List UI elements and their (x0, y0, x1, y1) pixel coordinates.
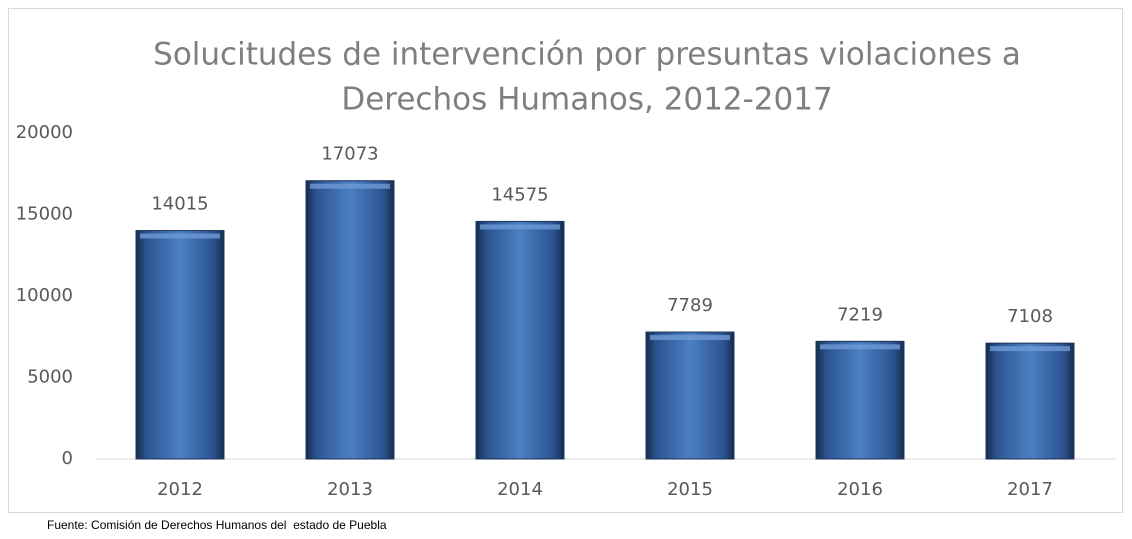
data-label: 7108 (1007, 306, 1053, 327)
y-tick-label: 15000 (16, 204, 73, 225)
x-tick-label: 2013 (327, 479, 373, 500)
bar (305, 180, 395, 460)
bar-bevel (310, 183, 390, 189)
chart-title: Solucitudes de intervención por presunta… (153, 37, 1021, 73)
chart-border (8, 8, 1123, 513)
data-label: 14575 (491, 184, 548, 205)
data-label: 17073 (321, 144, 378, 165)
y-tick-label: 20000 (16, 122, 73, 143)
x-tick-label: 2015 (667, 479, 713, 500)
bar (475, 220, 565, 460)
y-tick-label: 5000 (27, 367, 73, 388)
bar-bevel (480, 224, 560, 230)
chart-title: Derechos Humanos, 2012-2017 (341, 82, 832, 118)
x-tick-label: 2014 (497, 479, 543, 500)
x-tick-label: 2017 (1007, 479, 1053, 500)
footnote: Fuente: Comisión de Derechos Humanos del… (47, 518, 387, 532)
data-label: 14015 (151, 194, 208, 215)
bar-bevel (650, 335, 730, 341)
bar (815, 340, 905, 460)
y-tick-label: 10000 (16, 285, 73, 306)
data-label: 7789 (667, 295, 713, 316)
bar-bevel (990, 346, 1070, 352)
data-label: 7219 (837, 304, 883, 325)
y-tick-label: 0 (62, 448, 73, 469)
bar (645, 331, 735, 460)
bar-bevel (820, 344, 900, 350)
bar (135, 230, 225, 460)
x-tick-label: 2012 (157, 479, 203, 500)
bar-bevel (140, 233, 220, 239)
bar (985, 342, 1075, 460)
x-tick-label: 2016 (837, 479, 883, 500)
